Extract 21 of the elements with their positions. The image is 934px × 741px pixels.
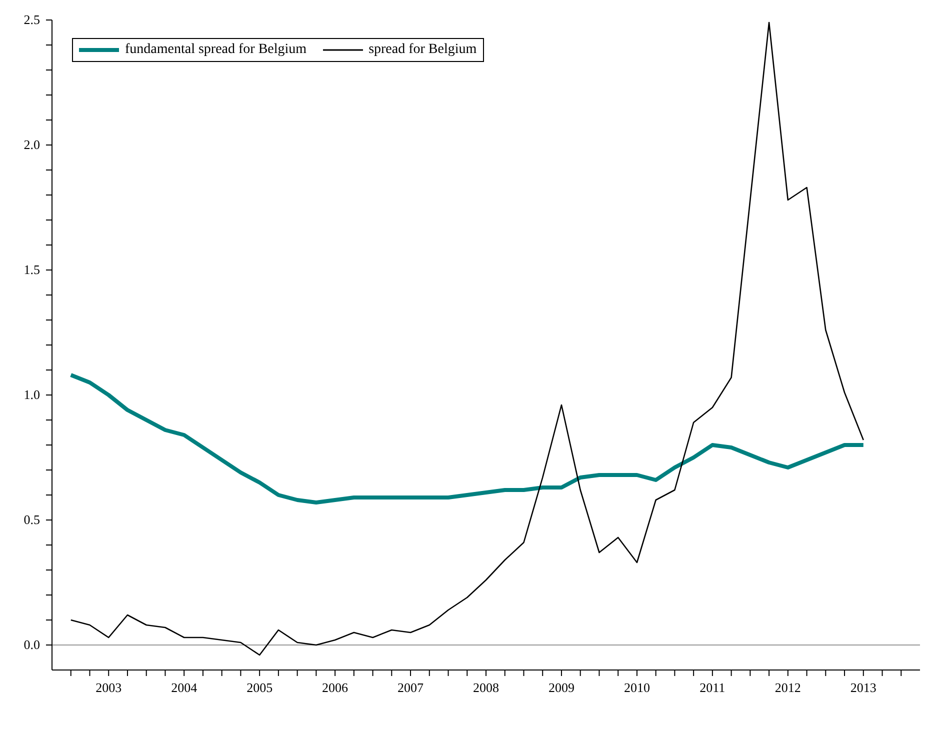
y-tick-label: 1.0 [24, 387, 40, 402]
legend-label: spread for Belgium [368, 42, 477, 58]
x-tick-label: 2003 [96, 680, 122, 695]
x-tick-label: 2012 [774, 680, 801, 695]
y-tick-label: 2.5 [24, 12, 40, 27]
y-tick-label: 1.5 [24, 262, 40, 277]
line-series [70, 22, 864, 656]
x-tick-label: 2013 [850, 680, 876, 695]
x-tick-label: 2009 [548, 680, 574, 695]
legend-label: fundamental spread for Belgium [125, 42, 307, 58]
y-tick-label: 2.0 [24, 137, 40, 152]
line-series [68, 373, 866, 504]
x-tick-label: 2008 [473, 680, 499, 695]
x-tick-label: 2006 [322, 680, 349, 695]
x-tick-label: 2011 [700, 680, 726, 695]
x-tick-label: 2005 [246, 680, 273, 695]
x-tick-label: 2010 [624, 680, 650, 695]
y-tick-label: 0.5 [24, 512, 40, 527]
y-tick-label: 0.0 [24, 637, 40, 652]
x-tick-label: 2007 [398, 680, 424, 695]
x-tick-label: 2004 [171, 680, 198, 695]
